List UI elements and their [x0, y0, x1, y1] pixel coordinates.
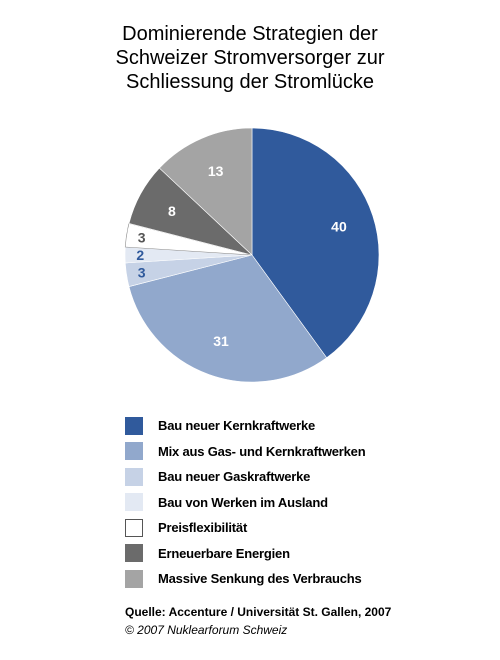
legend-label: Massive Senkung des Verbrauchs: [158, 571, 362, 587]
pie-value-label-2: 3: [138, 264, 146, 280]
pie-value-label-5: 8: [168, 203, 176, 219]
legend: Bau neuer Kernkraftwerke Mix aus Gas- und…: [125, 413, 366, 592]
pie-slice-0: [251, 127, 380, 359]
pie-slice-6: [158, 127, 253, 256]
legend-item: Bau neuer Kernkraftwerke: [125, 413, 365, 439]
source-note: Quelle: Accenture / Universität St. Gall…: [125, 605, 392, 619]
chart-title-line-2: Schweizer Stromversorger zur: [115, 47, 385, 69]
chart-title: Dominierende Strategien der Schweizer St…: [0, 22, 500, 94]
legend-label: Bau neuer Gaskraftwerke: [158, 469, 311, 485]
legend-label: Bau von Werken im Ausland: [158, 494, 328, 510]
legend-swatch: [125, 416, 143, 435]
legend-label: Erneuerbare Energien: [158, 545, 290, 561]
legend-swatch: [125, 544, 143, 563]
legend-label: Preisflexibilität: [158, 520, 248, 536]
legend-label: Mix aus Gas- und Kernkraftwerken: [158, 443, 366, 459]
legend-item: Bau neuer Gaskraftwerke: [125, 464, 365, 490]
legend-swatch: [125, 518, 143, 537]
legend-swatch: [125, 442, 143, 461]
copyright-note: © 2007 Nuklearforum Schweiz: [125, 623, 288, 637]
pie-value-label-3: 2: [136, 247, 144, 263]
legend-item: Mix aus Gas- und Kernkraftwerken: [125, 439, 366, 465]
pie-value-label-0: 40: [331, 219, 347, 235]
pie-value-label-6: 13: [208, 163, 224, 179]
chart-title-line-1: Dominierende Strategien der: [122, 23, 378, 45]
legend-swatch: [125, 493, 143, 512]
pie-value-label-4: 3: [138, 230, 146, 246]
legend-item: Massive Senkung des Verbrauchs: [125, 566, 365, 592]
chart-title-line-3: Schliessung der Stromlücke: [126, 71, 374, 93]
legend-item: Bau von Werken im Ausland: [125, 490, 365, 516]
legend-label: Bau neuer Kernkraftwerke: [158, 418, 316, 434]
legend-item: Erneuerbare Energien: [125, 541, 365, 567]
pie-chart: 40 31 323 8 13: [124, 127, 380, 383]
legend-swatch: [125, 569, 143, 588]
legend-swatch: [125, 467, 143, 486]
pie-slice-1: [128, 254, 328, 383]
pie-value-label-1: 31: [213, 333, 229, 349]
legend-item: Preisflexibilität: [125, 515, 365, 541]
